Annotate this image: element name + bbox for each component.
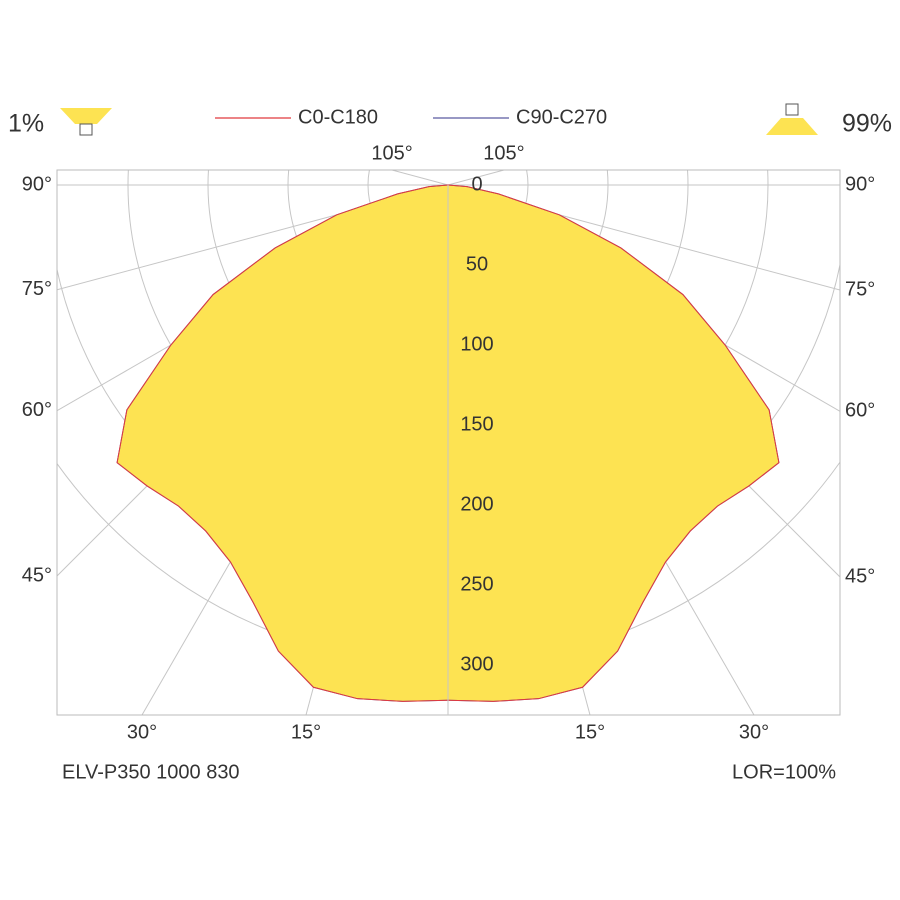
plot: [116, 184, 780, 702]
light-curve: [447, 184, 780, 702]
lower-ratio: 99%: [842, 110, 892, 138]
upward-icon: [60, 108, 112, 136]
r-tick-label: 300: [460, 653, 493, 675]
angle-tick-label: 105°: [483, 142, 524, 164]
r-tick-label: 200: [460, 493, 493, 515]
labels: 0 50 100 150 200 250 300 105° 105° 90° 90° 75° 75° 60…: [22, 142, 876, 743]
angle-tick-label: 15°: [575, 721, 605, 743]
r-tick-label: 250: [460, 573, 493, 595]
angle-tick-label: 105°: [371, 142, 412, 164]
grid-ray: [391, 170, 449, 186]
angle-tick-label: 60°: [22, 399, 52, 421]
angle-tick-label: 75°: [22, 278, 52, 300]
angle-tick-label: 90°: [22, 173, 52, 195]
legend-label: C0-C180: [298, 106, 378, 128]
angle-tick-label: 60°: [845, 400, 875, 422]
legend-label: C90-C270: [516, 106, 607, 128]
light-area: [117, 185, 448, 702]
angle-tick-label: 75°: [845, 278, 875, 300]
angle-tick-label: 90°: [845, 173, 875, 195]
downward-icon: [766, 103, 818, 135]
angle-tick-label: 30°: [127, 721, 157, 743]
r-tick-label: 50: [466, 253, 488, 275]
r-tick-label: 150: [460, 413, 493, 435]
grid-ray: [447, 170, 505, 186]
angle-tick-label: 30°: [739, 721, 769, 743]
light-area: [448, 185, 779, 702]
r-tick-label: 0: [471, 173, 482, 195]
light-curve: [116, 184, 449, 702]
angle-tick-label: 45°: [22, 564, 52, 586]
angle-tick-label: 15°: [291, 721, 321, 743]
footer-right: LOR=100%: [732, 761, 836, 783]
r-tick-label: 100: [460, 333, 493, 355]
footer-left: ELV-P350 1000 830: [62, 761, 240, 783]
angle-tick-label: 45°: [845, 565, 875, 587]
upper-ratio: 1%: [8, 110, 44, 138]
